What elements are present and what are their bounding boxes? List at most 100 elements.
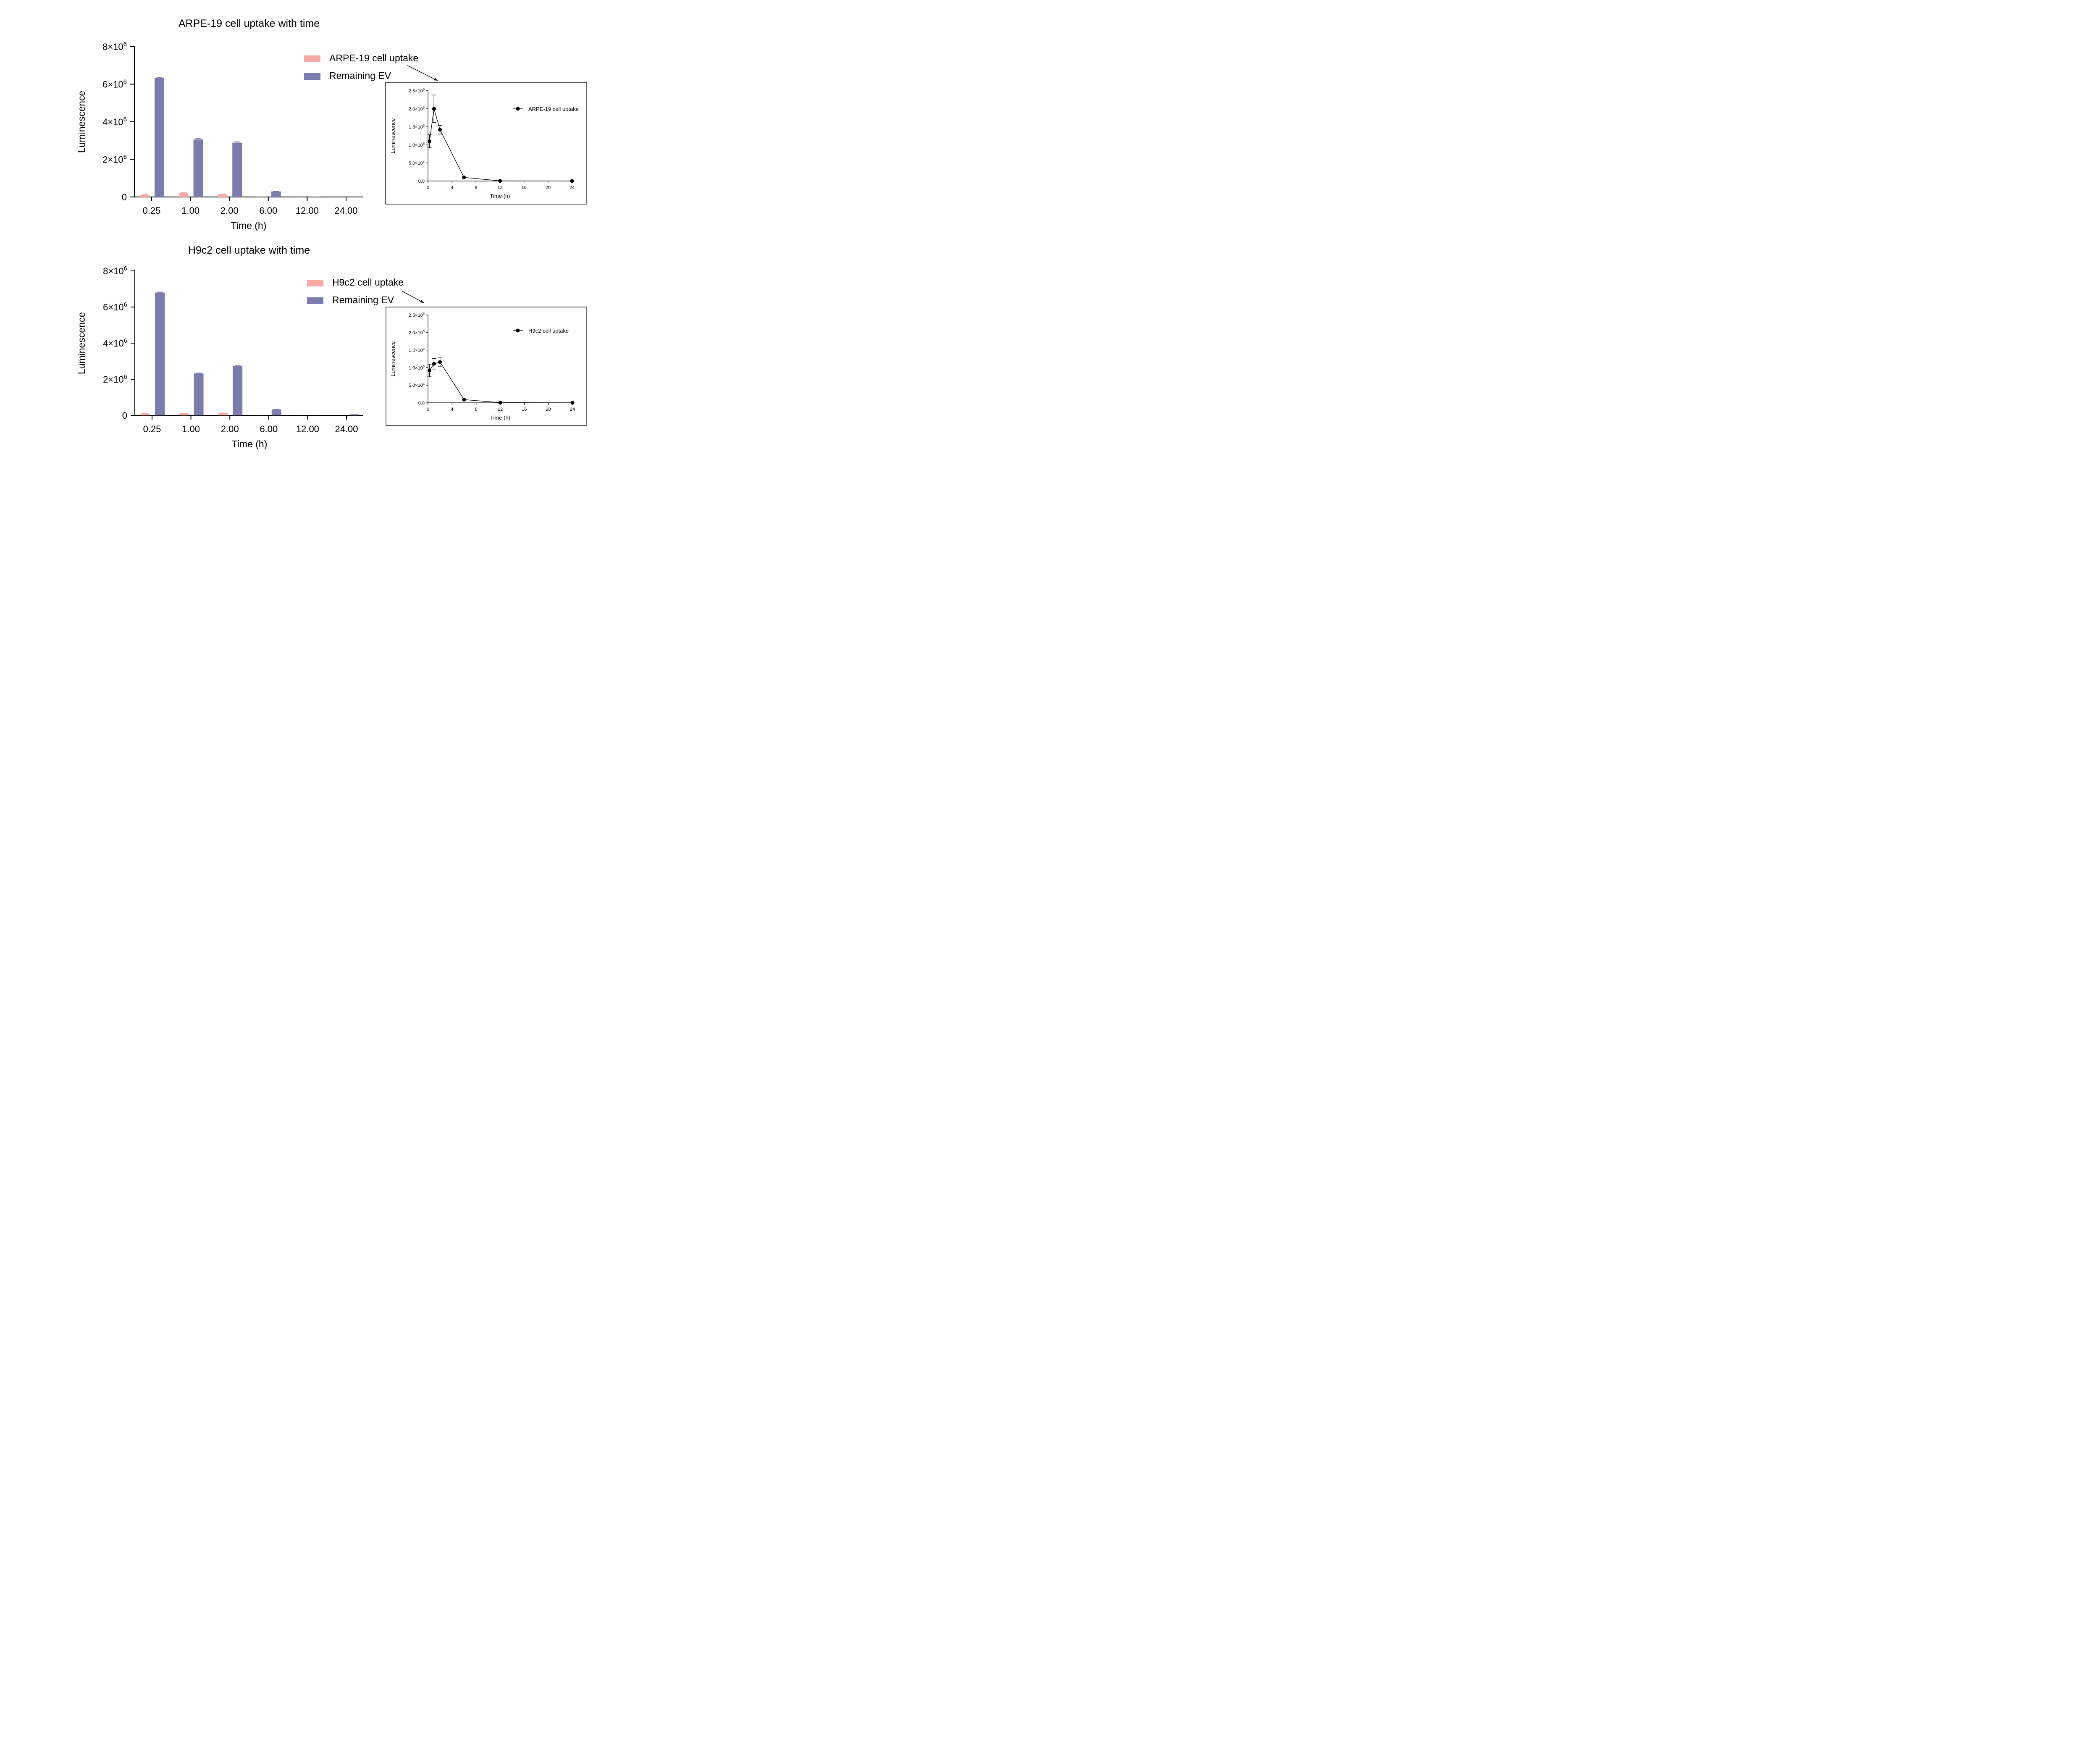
legend-swatch xyxy=(304,55,320,62)
data-point xyxy=(498,179,502,183)
x-tick-label: 2.00 xyxy=(220,205,239,216)
y-tick-label-base: 2.5×10 xyxy=(409,313,423,318)
y-tick-label: 4×106 xyxy=(103,337,127,349)
x-tick-label: 1.00 xyxy=(181,205,200,216)
y-tick-label-base: 2.0×10 xyxy=(409,331,423,336)
y-tick-label-base: 4×10 xyxy=(103,338,124,349)
y-tick-label-exp: 5 xyxy=(423,105,425,109)
y-tick-label: 2.0×105 xyxy=(409,329,425,336)
y-tick-label-base: 1.5×10 xyxy=(409,348,423,353)
y-tick-label-base: 2.5×10 xyxy=(409,89,423,94)
legend-marker xyxy=(516,107,520,111)
bar xyxy=(233,366,243,415)
bar xyxy=(178,193,189,197)
x-tick-label: 16 xyxy=(522,185,527,190)
y-tick-label: 8×106 xyxy=(102,41,127,52)
figure: ARPE-19 cell uptake with time02×1064×106… xyxy=(76,18,587,449)
data-point xyxy=(462,175,466,179)
y-tick-label-exp: 6 xyxy=(123,116,127,123)
legend-label: ARPE-19 cell uptake xyxy=(528,106,579,112)
data-point xyxy=(498,401,502,405)
y-tick-label: 0 xyxy=(122,410,127,421)
x-tick-label: 0.25 xyxy=(143,424,161,434)
inset-frame xyxy=(385,82,587,205)
y-tick-label-exp: 4 xyxy=(423,160,425,163)
bar xyxy=(155,292,165,415)
x-tick-label: 20 xyxy=(546,407,551,412)
data-point xyxy=(428,368,432,373)
bar xyxy=(349,414,359,415)
y-tick-label-base: 1.0×10 xyxy=(409,143,423,148)
x-tick-label: 16 xyxy=(522,407,527,412)
data-point xyxy=(570,401,575,405)
y-tick-label-base: 2×10 xyxy=(103,374,124,385)
y-tick-label: 5.0×104 xyxy=(409,160,425,166)
x-tick-label: 4 xyxy=(451,185,453,190)
bar xyxy=(140,414,150,415)
x-tick-label: 24 xyxy=(570,185,575,190)
y-tick-label: 2×106 xyxy=(102,153,127,165)
bar xyxy=(271,192,281,197)
x-tick-label: 12 xyxy=(498,407,503,412)
y-tick-label: 6×106 xyxy=(103,301,127,312)
chart-title: H9c2 cell uptake with time xyxy=(188,244,310,256)
y-tick-label-base: 6×10 xyxy=(103,302,124,312)
x-tick-label: 0.25 xyxy=(143,205,161,216)
legend-swatch xyxy=(307,280,323,286)
legend-marker xyxy=(516,328,520,333)
x-tick-label: 6.00 xyxy=(260,424,278,434)
y-tick-label-base: 1.0×10 xyxy=(409,365,423,370)
bar xyxy=(218,194,228,197)
legend-label: H9c2 cell uptake xyxy=(332,277,404,288)
x-axis-label: Time (h) xyxy=(232,438,268,449)
bar xyxy=(271,409,281,415)
y-tick-label: 1.0×105 xyxy=(409,142,425,148)
y-tick-label-base: 8×10 xyxy=(103,266,124,276)
y-tick-label: 8×106 xyxy=(103,265,127,276)
y-tick-label-exp: 5 xyxy=(423,87,425,91)
y-tick-label-exp: 4 xyxy=(423,382,425,386)
data-point xyxy=(432,107,436,111)
bar-chart-2: H9c2 cell uptake with time02×1064×1066×1… xyxy=(76,244,424,449)
y-tick-label-exp: 5 xyxy=(423,312,425,315)
y-tick-label-exp: 5 xyxy=(423,329,425,333)
y-tick-label-exp: 6 xyxy=(124,337,127,344)
x-tick-label: 0 xyxy=(427,185,429,190)
x-tick-label: 12.00 xyxy=(296,205,319,216)
y-tick-label-exp: 5 xyxy=(423,347,425,351)
y-tick-label-exp: 6 xyxy=(123,41,127,48)
y-tick-label-exp: 5 xyxy=(423,365,425,368)
legend-swatch xyxy=(304,73,320,80)
arrow-line xyxy=(402,291,424,303)
y-tick-label: 2.0×105 xyxy=(409,105,425,112)
y-tick-label: 2.5×105 xyxy=(409,312,425,318)
x-axis-label: Time (h) xyxy=(231,220,267,231)
x-tick-label: 24.00 xyxy=(335,424,358,434)
inset-frame xyxy=(386,307,587,426)
x-tick-label: 2.00 xyxy=(221,424,239,434)
legend-label: Remaining EV xyxy=(332,294,394,305)
y-tick-label-exp: 6 xyxy=(124,265,127,272)
bar xyxy=(140,195,150,197)
legend-swatch xyxy=(307,297,323,304)
y-tick-label-base: 5.0×10 xyxy=(409,383,423,388)
y-tick-label-base: 0.0 xyxy=(418,179,425,184)
y-axis-label: Luminescence xyxy=(390,118,396,154)
bar xyxy=(194,373,204,415)
bar-chart-0: ARPE-19 cell uptake with time02×1064×106… xyxy=(76,18,438,231)
x-tick-label: 8 xyxy=(475,407,478,412)
y-tick-label-base: 2.0×10 xyxy=(409,107,423,112)
y-tick-label: 1.0×105 xyxy=(409,365,425,371)
y-tick-label-exp: 6 xyxy=(124,301,127,308)
legend-label: Remaining EV xyxy=(329,70,391,81)
data-point xyxy=(428,139,432,143)
bar xyxy=(179,413,189,415)
x-axis-label: Time (h) xyxy=(490,193,510,199)
arrow-head xyxy=(420,300,424,303)
series-line xyxy=(429,108,572,181)
y-tick-label-base: 0 xyxy=(122,192,127,202)
y-tick-label: 0.0 xyxy=(418,179,425,184)
y-tick-label-base: 5.0×10 xyxy=(409,161,423,166)
